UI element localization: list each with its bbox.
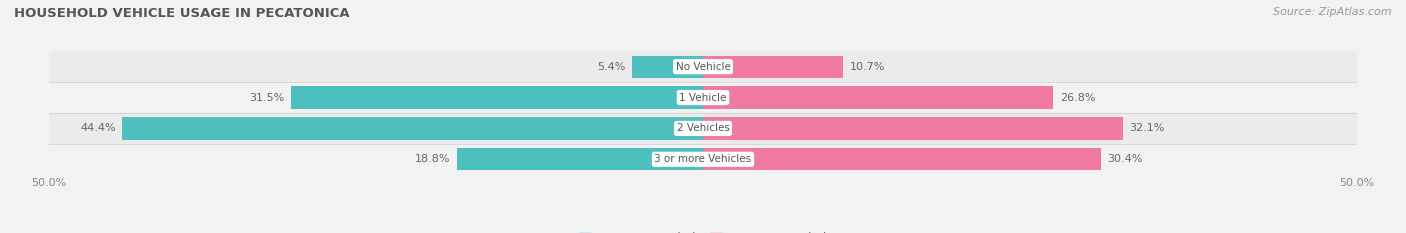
Bar	[49, 51, 1357, 82]
Text: 44.4%: 44.4%	[80, 123, 115, 134]
Text: 1 Vehicle: 1 Vehicle	[679, 93, 727, 103]
Text: 10.7%: 10.7%	[849, 62, 884, 72]
Bar	[49, 144, 1357, 175]
Bar	[457, 148, 703, 170]
Text: 3 or more Vehicles: 3 or more Vehicles	[654, 154, 752, 164]
Text: 26.8%: 26.8%	[1060, 93, 1095, 103]
Text: No Vehicle: No Vehicle	[675, 62, 731, 72]
Bar	[291, 86, 703, 109]
Bar	[122, 117, 703, 140]
Bar	[703, 86, 1053, 109]
Bar	[49, 113, 1357, 144]
Text: Source: ZipAtlas.com: Source: ZipAtlas.com	[1274, 7, 1392, 17]
Bar	[633, 56, 703, 78]
Bar	[703, 148, 1101, 170]
Text: HOUSEHOLD VEHICLE USAGE IN PECATONICA: HOUSEHOLD VEHICLE USAGE IN PECATONICA	[14, 7, 350, 20]
Bar	[703, 117, 1123, 140]
Bar	[49, 82, 1357, 113]
Text: 18.8%: 18.8%	[415, 154, 451, 164]
Text: 2 Vehicles: 2 Vehicles	[676, 123, 730, 134]
Text: 5.4%: 5.4%	[598, 62, 626, 72]
Bar	[703, 56, 844, 78]
Text: 31.5%: 31.5%	[249, 93, 284, 103]
Legend: Owner-occupied, Renter-occupied: Owner-occupied, Renter-occupied	[579, 232, 827, 233]
Text: 32.1%: 32.1%	[1129, 123, 1164, 134]
Text: 30.4%: 30.4%	[1107, 154, 1143, 164]
